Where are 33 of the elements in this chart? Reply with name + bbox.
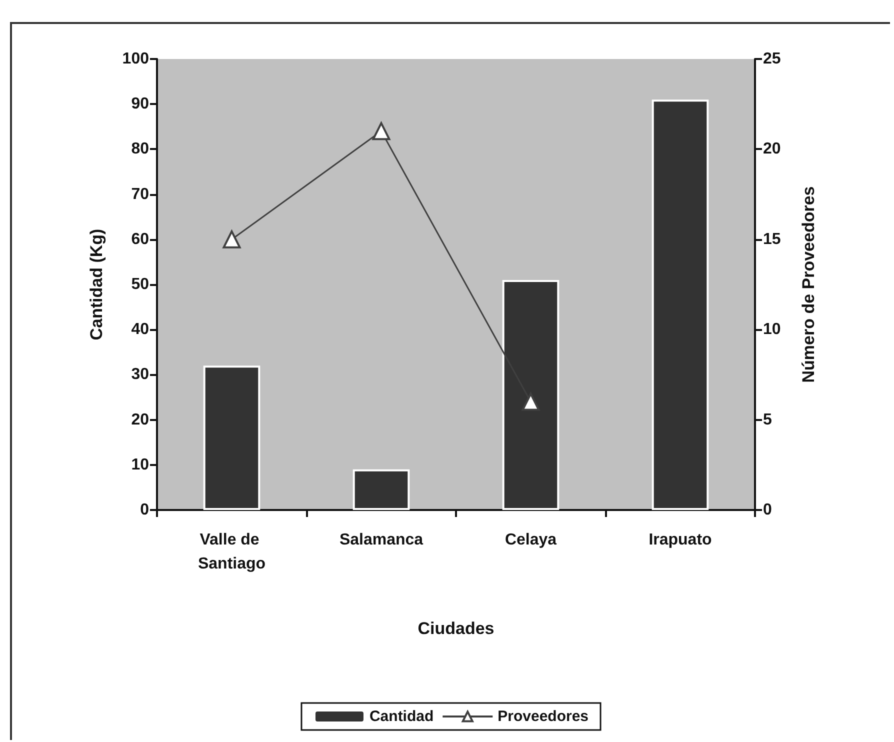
y2-tick-label: 10 <box>763 321 781 338</box>
x-tick-label: Irapuato <box>648 532 712 548</box>
y2-tick-label: 25 <box>763 50 781 68</box>
x-tick-label: Celaya <box>504 532 557 548</box>
y-axis-title: Cantidad (Kg) <box>87 228 106 340</box>
x-axis-title: Ciudades <box>418 619 494 638</box>
legend-label: Cantidad <box>369 708 434 725</box>
y-tick-label: 20 <box>131 411 150 428</box>
x-tick-label: Salamanca <box>339 532 424 548</box>
y-tick-label: 90 <box>131 96 150 113</box>
y-tick-label: 40 <box>131 321 150 338</box>
y-tick-label: 30 <box>131 366 150 384</box>
point <box>222 230 241 248</box>
y2-tick-label: 20 <box>763 140 781 158</box>
bar <box>652 100 709 510</box>
y-tick-label: 50 <box>131 276 150 293</box>
y-tick-label: 10 <box>131 456 150 474</box>
bar <box>502 280 560 510</box>
point <box>372 122 390 140</box>
y2-tick-label: 0 <box>763 502 772 518</box>
x-tick-label: Valle de Santiago <box>198 532 266 572</box>
y-tick-label: 60 <box>131 230 150 248</box>
y-tick-label: 80 <box>131 140 150 158</box>
legend-label: Proveedores <box>498 708 589 725</box>
y2-axis-title: Número de Proveedores <box>799 186 818 383</box>
y-tick-label: 100 <box>122 50 150 68</box>
y-tick-label: 0 <box>140 502 150 518</box>
bar <box>352 469 410 510</box>
bar <box>203 366 260 510</box>
y-tick-label: 70 <box>131 186 150 203</box>
y2-tick-label: 5 <box>763 411 772 428</box>
point <box>522 392 540 411</box>
y2-tick-label: 15 <box>763 230 781 248</box>
